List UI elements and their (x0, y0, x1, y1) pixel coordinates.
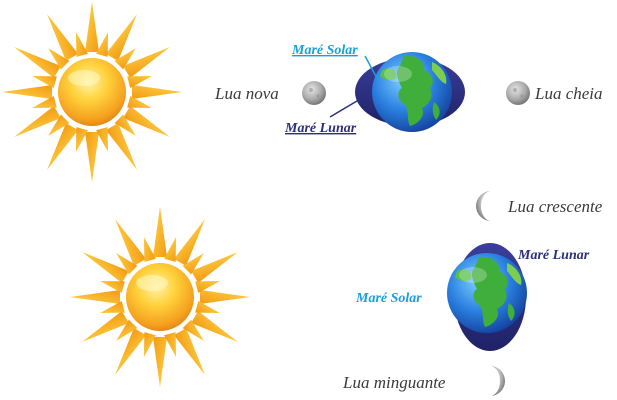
top-lunar-tide-label: Maré Lunar (284, 121, 357, 136)
new-moon-label: Lua nova (214, 84, 279, 103)
moon-icon (302, 81, 326, 105)
lunar-tide-pointer (329, 97, 363, 118)
sun-icon (2, 2, 183, 182)
moon-icon (476, 191, 491, 221)
bottom-solar-tide-label: Maré Solar (355, 291, 422, 306)
moon-icon (506, 81, 530, 105)
full-moon-label: Lua cheia (534, 84, 603, 103)
earth-icon (372, 52, 452, 132)
earth-icon (447, 253, 527, 333)
sun-icon (70, 207, 251, 387)
bottom-lunar-tide-label: Maré Lunar (517, 248, 590, 263)
top-solar-tide-label: Maré Solar (291, 43, 358, 58)
first-quarter-label: Lua crescente (507, 197, 603, 216)
solar-tide-pointer (364, 55, 379, 81)
moon-icon (490, 366, 505, 396)
last-quarter-label: Lua minguante (342, 373, 446, 392)
